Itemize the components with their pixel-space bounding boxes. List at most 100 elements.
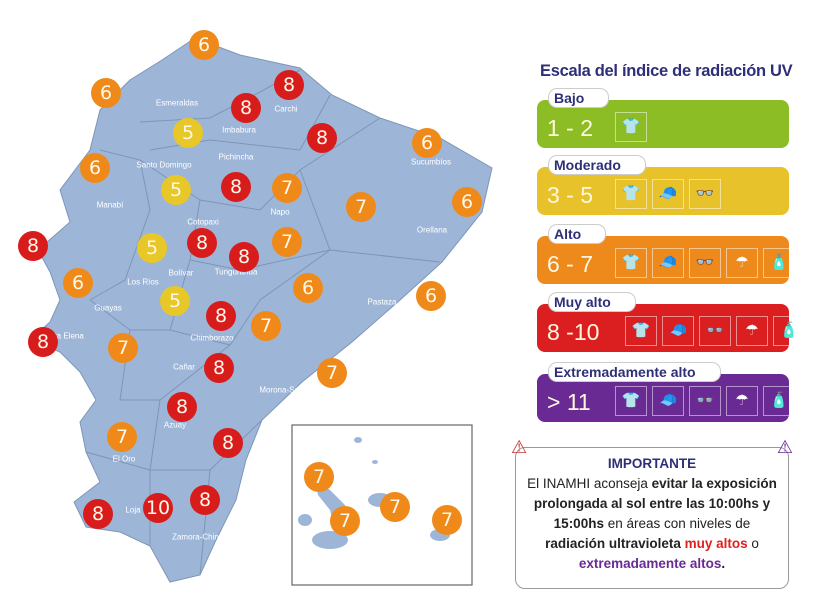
uv-index-marker: 7 [346, 192, 376, 222]
uv-index-marker: 7 [107, 422, 137, 452]
protection-icons: 👕 🧢 👓 [615, 179, 721, 209]
cap-icon: 🧢 [652, 248, 684, 278]
province-label: Chimborazo [190, 333, 234, 343]
uv-index-marker: 6 [189, 30, 219, 60]
level-name: Extremadamente alto [549, 363, 720, 381]
uv-index-marker: 8 [213, 428, 243, 458]
protection-icons: 👕 🧢 👓 ☂ 🧴 [625, 316, 805, 346]
sunscreen-icon: 🧴 [763, 248, 795, 278]
shirt-icon: 👕 [615, 179, 647, 209]
province-label: Morona-Santiago [259, 385, 321, 395]
sunglasses-icon: 👓 [699, 316, 731, 346]
uv-level-1: Moderado 3 - 5 👕 🧢 👓 [537, 156, 789, 215]
shirt-icon: 👕 [625, 316, 657, 346]
protection-icons: 👕 🧢 👓 ☂ 🧴 [615, 248, 795, 278]
province-label: Santa Elena [40, 331, 84, 341]
shirt-icon: 👕 [615, 386, 647, 416]
province-label: Esmeraldas [155, 98, 199, 108]
uv-index-marker: 7 [304, 462, 334, 492]
legend-title: Escala del índice de radiación UV [540, 62, 793, 80]
uv-index-marker: 8 [229, 242, 259, 272]
province-label: Zamora-Chinchipe [172, 532, 238, 542]
province-label: El Oro [112, 454, 136, 464]
province-label: Bolívar [168, 268, 194, 278]
uv-index-marker: 7 [317, 358, 347, 388]
province-label: Manabí [96, 200, 124, 210]
cap-icon: 🧢 [662, 316, 694, 346]
cap-icon: 🧢 [652, 179, 684, 209]
province-label: Loja [125, 505, 141, 515]
uv-level-3: Muy alto 8 -10 👕 🧢 👓 ☂ 🧴 [537, 293, 805, 352]
sunglasses-icon: 👓 [689, 179, 721, 209]
uv-index-marker: 8 [18, 231, 48, 261]
sunglasses-icon: 👓 [689, 248, 721, 278]
shirt-icon: 👕 [615, 248, 647, 278]
umbrella-icon: ☂ [726, 248, 758, 278]
ecuador-map [29, 37, 493, 586]
umbrella-icon: ☂ [726, 386, 758, 416]
uv-index-marker: 5 [137, 233, 167, 263]
level-name: Muy alto [549, 293, 635, 311]
uv-index-marker: 8 [28, 327, 58, 357]
province-label: Pastaza [367, 297, 397, 307]
warning-icon: ⚠ [776, 437, 793, 457]
uv-index-marker: 8 [274, 70, 304, 100]
uv-index-marker: 6 [91, 78, 121, 108]
uv-index-marker: 5 [161, 175, 191, 205]
uv-index-marker: 10 [143, 493, 173, 523]
uv-index-marker: 8 [167, 392, 197, 422]
level-range: 3 - 5 [547, 182, 594, 208]
uv-level-2: Alto 6 - 7 👕 🧢 👓 ☂ 🧴 [537, 225, 795, 284]
protection-icons: 👕 🧢 👓 ☂ 🧴 [615, 386, 795, 416]
uv-index-marker: 8 [83, 499, 113, 529]
mainland-ecuador [29, 37, 493, 583]
uv-index-marker: 7 [108, 333, 138, 363]
uv-index-marker: 7 [251, 311, 281, 341]
uv-index-marker: 5 [160, 286, 190, 316]
uv-index-marker: 6 [63, 268, 93, 298]
uv-index-marker: 6 [293, 273, 323, 303]
important-text: El INAMHI aconseja evitar la exposición … [527, 476, 777, 571]
uv-index-marker: 7 [432, 505, 462, 535]
level-name: Bajo [549, 89, 609, 107]
province-label: Imbabura [222, 125, 256, 135]
uv-level-4: Extremadamente alto > 11 👕 🧢 👓 ☂ 🧴 [537, 363, 795, 422]
warning-icon: ⚠ [511, 437, 528, 457]
uv-index-marker: 8 [187, 228, 217, 258]
sunscreen-icon: 🧴 [763, 386, 795, 416]
uv-index-marker: 5 [173, 118, 203, 148]
level-name: Moderado [549, 156, 645, 174]
umbrella-icon: ☂ [736, 316, 768, 346]
uv-index-marker: 7 [330, 506, 360, 536]
province-label: Guayas [94, 303, 122, 313]
uv-index-marker: 7 [380, 492, 410, 522]
level-name: Alto [549, 225, 606, 243]
province-label: Tungurahua [214, 267, 258, 277]
province-label: Cotopaxi [187, 217, 219, 227]
uv-index-marker: 8 [231, 93, 261, 123]
uv-index-marker: 8 [190, 485, 220, 515]
level-range: > 11 [547, 389, 591, 415]
protection-icons: 👕 [615, 112, 647, 142]
province-label: Santo Domingo [136, 160, 192, 170]
important-title: IMPORTANTE [607, 456, 697, 471]
province-label: Los Ríos [127, 277, 159, 287]
province-label: Cañar [173, 362, 195, 372]
province-label: Azuay [163, 420, 187, 430]
uv-index-marker: 8 [204, 353, 234, 383]
uv-index-marker: 8 [307, 123, 337, 153]
uv-index-marker: 6 [80, 153, 110, 183]
uv-index-marker: 8 [206, 301, 236, 331]
uv-index-marker: 8 [221, 172, 251, 202]
cap-icon: 🧢 [652, 386, 684, 416]
level-range: 8 -10 [547, 319, 600, 345]
sunscreen-icon: 🧴 [773, 316, 805, 346]
province-label: Napo [270, 207, 290, 217]
level-range: 1 - 2 [547, 115, 594, 141]
province-label: Sucumbíos [410, 157, 452, 167]
uv-index-marker: 6 [452, 187, 482, 217]
uv-index-marker: 7 [272, 173, 302, 203]
uv-index-marker: 6 [416, 281, 446, 311]
important-notice: ⚠ ⚠ IMPORTANTE El INAMHI aconseja evitar… [511, 437, 793, 589]
level-range: 6 - 7 [547, 251, 594, 277]
